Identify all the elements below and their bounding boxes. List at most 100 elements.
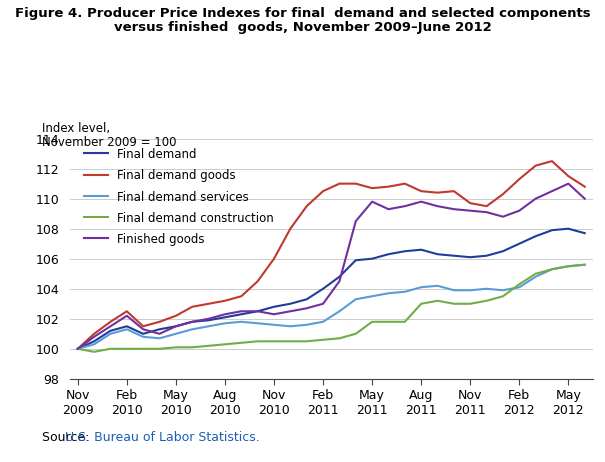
Final demand services [254,321,261,326]
Final demand goods [221,298,229,304]
Finished goods [74,346,82,352]
Finished goods [532,196,539,201]
Finished goods [434,203,441,209]
Final demand construction [172,345,180,350]
Final demand [483,253,490,258]
Final demand services [270,322,278,328]
Final demand goods [287,226,294,231]
Line: Final demand construction: Final demand construction [78,265,584,352]
Final demand [270,304,278,310]
Final demand services [499,287,506,293]
Final demand goods [466,201,474,206]
Final demand [319,286,327,292]
Finished goods [336,279,343,284]
Final demand [352,257,359,263]
Final demand [434,251,441,257]
Final demand services [319,319,327,324]
Final demand construction [189,345,196,350]
Final demand [74,346,82,352]
Final demand [564,226,572,231]
Finished goods [270,311,278,317]
Final demand [140,331,147,336]
Legend: Final demand, Final demand goods, Final demand services, Final demand constructi: Final demand, Final demand goods, Final … [75,139,284,255]
Finished goods [221,311,229,317]
Final demand construction [140,346,147,352]
Final demand goods [417,188,425,194]
Final demand goods [140,323,147,329]
Finished goods [564,181,572,186]
Final demand services [581,262,588,267]
Final demand construction [532,271,539,276]
Final demand services [385,291,392,296]
Finished goods [287,309,294,314]
Final demand construction [107,346,114,352]
Final demand [287,301,294,306]
Text: U.S. Bureau of Labor Statistics.: U.S. Bureau of Labor Statistics. [65,431,260,444]
Final demand goods [189,304,196,310]
Final demand construction [450,301,457,306]
Final demand goods [74,346,82,352]
Final demand services [123,327,131,332]
Finished goods [156,331,163,336]
Finished goods [581,196,588,201]
Final demand construction [303,339,310,344]
Text: Figure 4. Producer Price Indexes for final  demand and selected components: Figure 4. Producer Price Indexes for fin… [15,7,590,20]
Finished goods [172,323,180,329]
Final demand construction [499,293,506,299]
Final demand services [417,285,425,290]
Final demand goods [352,181,359,186]
Final demand goods [91,331,98,336]
Final demand goods [581,184,588,189]
Final demand services [352,297,359,302]
Final demand services [221,321,229,326]
Finished goods [107,323,114,329]
Final demand goods [368,185,376,191]
Final demand services [466,287,474,293]
Final demand goods [270,256,278,261]
Final demand services [189,327,196,332]
Final demand construction [336,335,343,341]
Final demand construction [581,262,588,267]
Finished goods [189,319,196,324]
Final demand construction [221,341,229,347]
Finished goods [499,214,506,219]
Final demand [254,309,261,314]
Final demand [172,323,180,329]
Final demand services [515,285,523,290]
Line: Final demand services: Final demand services [78,265,584,349]
Final demand [123,323,131,329]
Text: November 2009 = 100: November 2009 = 100 [42,136,177,149]
Final demand goods [548,158,555,164]
Final demand [532,233,539,239]
Final demand construction [123,346,131,352]
Final demand services [434,283,441,288]
Final demand services [238,319,245,324]
Final demand goods [205,301,212,306]
Final demand services [156,335,163,341]
Final demand construction [287,339,294,344]
Finished goods [205,316,212,322]
Finished goods [417,199,425,204]
Final demand construction [74,346,82,352]
Final demand goods [450,188,457,194]
Final demand [91,339,98,344]
Final demand [515,241,523,246]
Final demand [303,297,310,302]
Final demand [499,249,506,254]
Finished goods [91,334,98,340]
Final demand goods [254,279,261,284]
Final demand construction [368,319,376,324]
Final demand [221,315,229,320]
Final demand services [532,274,539,280]
Final demand [385,251,392,257]
Finished goods [483,209,490,215]
Final demand goods [238,293,245,299]
Finished goods [548,188,555,194]
Finished goods [401,203,408,209]
Final demand construction [564,263,572,269]
Final demand [368,256,376,261]
Final demand construction [466,301,474,306]
Final demand goods [434,190,441,195]
Final demand [205,317,212,323]
Final demand services [287,323,294,329]
